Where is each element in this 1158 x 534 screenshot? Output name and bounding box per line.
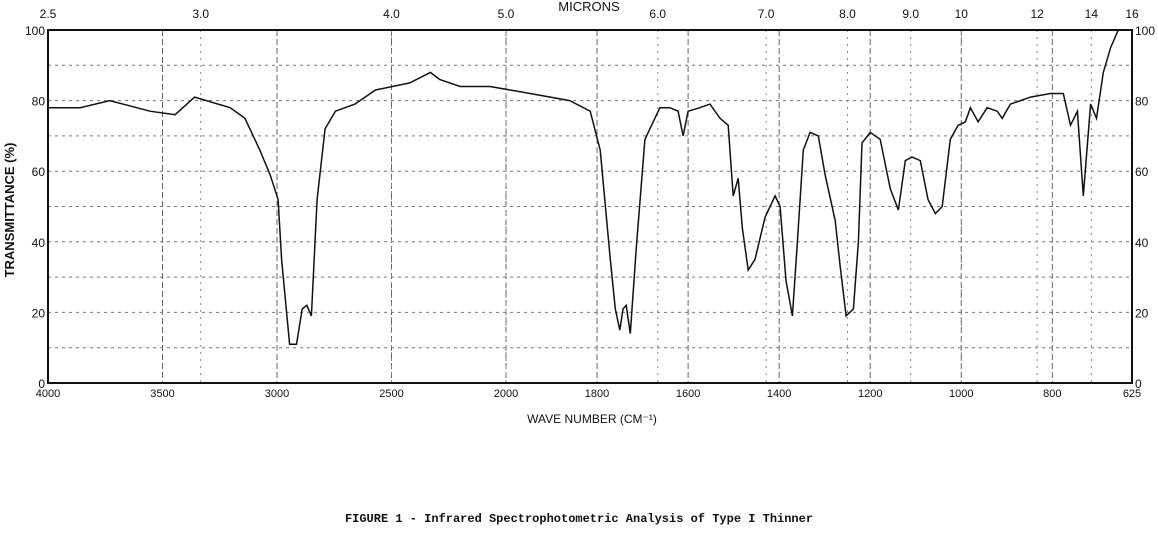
x-tick-label: 625: [1123, 388, 1141, 400]
y-tick-label-left: 60: [32, 165, 46, 179]
x-tick-label: 1000: [949, 388, 973, 400]
micron-tick-label: 6.0: [649, 7, 666, 21]
micron-tick-label: 2.5: [40, 7, 57, 21]
x-tick-label: 3000: [265, 388, 289, 400]
x-tick-label: 4000: [36, 388, 60, 400]
top-axis-label: MICRONS: [558, 0, 620, 14]
micron-tick-label: 5.0: [498, 7, 515, 21]
ir-spectrum-chart: 4000 3500 3000 2500 2000 1800 1600 1400 1200 1000…: [2, 0, 1155, 426]
micron-tick-label: 16: [1125, 7, 1139, 21]
grid: [48, 30, 1132, 383]
x-tick-label: 2000: [494, 388, 518, 400]
y-tick-label-left: 40: [32, 236, 46, 250]
x-tick-label: 1600: [676, 388, 700, 400]
y-tick-label-right: 40: [1135, 236, 1149, 250]
x-tick-label: 3500: [150, 388, 174, 400]
y-tick-label-left: 100: [25, 24, 45, 38]
y-tick-label-right: 80: [1135, 95, 1149, 109]
y-tick-label-right: 100: [1135, 24, 1155, 38]
x-axis-label: WAVE NUMBER (CM⁻¹): [527, 412, 657, 426]
micron-tick-label: 12: [1030, 7, 1044, 21]
x-tick-label: 1400: [767, 388, 791, 400]
x-tick-label: 1200: [858, 388, 882, 400]
micron-tick-label: 3.0: [192, 7, 209, 21]
micron-tick-label: 4.0: [383, 7, 400, 21]
x-tick-label: 1800: [585, 388, 609, 400]
micron-tick-label: 14: [1085, 7, 1099, 21]
y-tick-label-left: 0: [38, 377, 45, 391]
y-tick-label-left: 20: [32, 306, 46, 320]
spectrum-line: [48, 29, 1126, 345]
y-tick-label-right: 20: [1135, 306, 1149, 320]
y-tick-label-right: 60: [1135, 165, 1149, 179]
x-tick-label: 800: [1043, 388, 1061, 400]
micron-tick-label: 7.0: [758, 7, 775, 21]
y-tick-label-left: 80: [32, 95, 46, 109]
micron-tick-label: 9.0: [902, 7, 919, 21]
micron-tick-label: 8.0: [839, 7, 856, 21]
y-tick-label-right: 0: [1135, 377, 1142, 391]
x-tick-label: 2500: [379, 388, 403, 400]
plot-frame: [47, 29, 1133, 384]
figure-caption: FIGURE 1 - Infrared Spectrophotometric A…: [344, 512, 814, 526]
micron-tick-label: 10: [955, 7, 969, 21]
y-axis-label: TRANSMITTANCE (%): [2, 143, 17, 278]
